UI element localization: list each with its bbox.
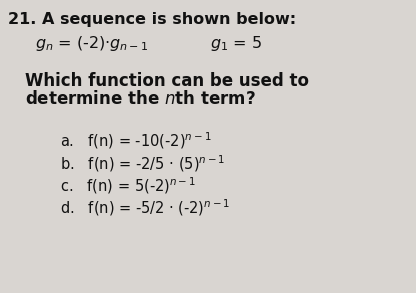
Text: $g_1$ = 5: $g_1$ = 5 bbox=[210, 34, 262, 53]
Text: $g_n$ = (-2)·$g_{n-1}$: $g_n$ = (-2)·$g_{n-1}$ bbox=[35, 34, 148, 53]
Text: d.   f(n) = -5/2 · (-2)$^{n-1}$: d. f(n) = -5/2 · (-2)$^{n-1}$ bbox=[60, 197, 230, 218]
Text: determine the $n$th term?: determine the $n$th term? bbox=[25, 90, 256, 108]
Text: b.   f(n) = -2/5 · (5)$^{n-1}$: b. f(n) = -2/5 · (5)$^{n-1}$ bbox=[60, 153, 225, 174]
Text: c.   f(n) = 5(-2)$^{n-1}$: c. f(n) = 5(-2)$^{n-1}$ bbox=[60, 175, 196, 196]
Text: a.   f(n) = -10(-2)$^{n-1}$: a. f(n) = -10(-2)$^{n-1}$ bbox=[60, 130, 211, 151]
Text: 21. A sequence is shown below:: 21. A sequence is shown below: bbox=[8, 12, 296, 27]
Text: Which function can be used to: Which function can be used to bbox=[25, 72, 309, 90]
